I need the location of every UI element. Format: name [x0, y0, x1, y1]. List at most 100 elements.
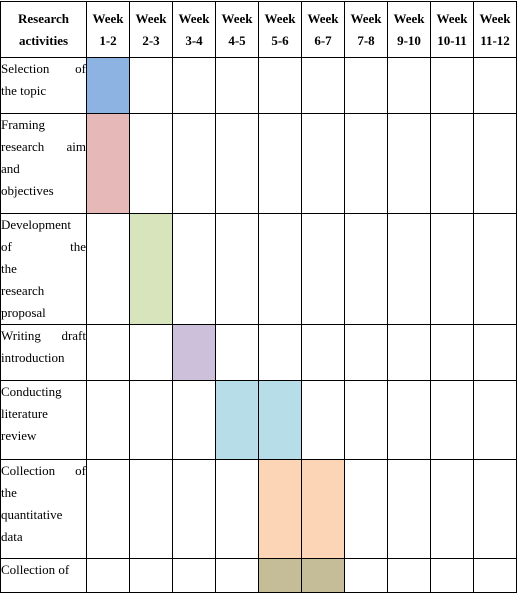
gantt-empty-cell	[430, 459, 474, 559]
activity-row: Selection of the topic	[0, 57, 517, 114]
gantt-bar-cell	[258, 459, 302, 559]
header-week-range: 6-7	[314, 33, 332, 48]
gantt-empty-cell	[129, 558, 173, 593]
header-activity-line-2: activities	[18, 33, 69, 48]
gantt-empty-cell	[86, 558, 130, 593]
activity-name-line: research aim	[1, 139, 86, 154]
activity-name-line: research	[1, 283, 45, 298]
gantt-empty-cell	[258, 57, 302, 114]
gantt-empty-cell	[172, 213, 216, 325]
gantt-empty-cell	[387, 57, 431, 114]
activity-name: Framing research aim and objectives	[1, 114, 86, 202]
activity-name-line: Framing	[1, 117, 46, 132]
gantt-empty-cell	[86, 459, 130, 559]
activity-name-line: Writing draft	[1, 328, 86, 343]
header-week-range: 1-2	[99, 33, 117, 48]
activity-row: Conducting literature review	[0, 380, 517, 460]
gantt-empty-cell	[387, 213, 431, 325]
gantt-empty-cell	[172, 113, 216, 214]
header-week-range: 2-3	[142, 33, 160, 48]
gantt-empty-cell	[387, 113, 431, 214]
header-week-label: Week	[436, 11, 468, 26]
gantt-empty-cell	[430, 213, 474, 325]
gantt-empty-cell	[301, 113, 345, 214]
gantt-empty-cell	[301, 57, 345, 114]
gantt-bar-cell	[301, 459, 345, 559]
activity-name-line: introduction	[1, 350, 65, 365]
activity-name-line: Collection of	[1, 562, 70, 577]
gantt-bar-cell	[258, 558, 302, 593]
activity-name-line: the	[1, 261, 17, 276]
activity-name-line: quantitative	[1, 507, 63, 522]
activity-name-line: and	[1, 161, 20, 176]
activity-name-line: the topic	[1, 83, 47, 98]
activity-name-cell: Collection of the quantitative data	[0, 459, 87, 559]
header-research-activities: Research activities	[0, 1, 87, 58]
activity-name-line: data	[1, 529, 23, 544]
gantt-empty-cell	[129, 57, 173, 114]
activity-name-line: proposal	[1, 305, 46, 320]
header-week-11-12: Week 11-12	[473, 1, 517, 58]
gantt-empty-cell	[215, 113, 259, 214]
gantt-empty-cell	[215, 57, 259, 114]
gantt-empty-cell	[430, 380, 474, 460]
gantt-empty-cell	[387, 459, 431, 559]
gantt-empty-cell	[344, 57, 388, 114]
gantt-empty-cell	[301, 213, 345, 325]
gantt-bar-cell	[172, 324, 216, 381]
activity-row: Collection of	[0, 558, 517, 593]
gantt-bar-cell	[215, 380, 259, 460]
activity-name-line: Selection of	[1, 61, 86, 76]
activity-row: Development of the the research proposal	[0, 213, 517, 325]
gantt-empty-cell	[430, 57, 474, 114]
gantt-empty-cell	[473, 459, 517, 559]
activity-name-line: objectives	[1, 183, 54, 198]
activity-name-cell: Framing research aim and objectives	[0, 113, 87, 214]
activity-name-line: literature	[1, 406, 48, 421]
gantt-empty-cell	[344, 213, 388, 325]
header-week-label: Week	[264, 11, 296, 26]
gantt-empty-cell	[258, 324, 302, 381]
gantt-empty-cell	[301, 380, 345, 460]
activity-name-line: the	[1, 485, 17, 500]
header-week-9-10: Week 9-10	[387, 1, 431, 58]
header-week-label: Week	[178, 11, 210, 26]
activity-name: Conducting literature review	[1, 381, 86, 447]
header-week-label: Week	[92, 11, 124, 26]
header-week-7-8: Week 7-8	[344, 1, 388, 58]
activity-name: Development of the the research proposal	[1, 214, 86, 324]
gantt-bar-cell	[86, 113, 130, 214]
gantt-bar-cell	[129, 213, 173, 325]
header-week-3-4: Week 3-4	[172, 1, 216, 58]
activity-name-cell: Writing draft introduction	[0, 324, 87, 381]
header-week-label: Week	[350, 11, 382, 26]
gantt-empty-cell	[215, 213, 259, 325]
gantt-empty-cell	[172, 57, 216, 114]
gantt-bar-cell	[258, 380, 302, 460]
activity-name-line: Collection of	[1, 463, 86, 478]
header-week-label: Week	[307, 11, 339, 26]
header-week-4-5: Week 4-5	[215, 1, 259, 58]
header-week-10-11: Week 10-11	[430, 1, 474, 58]
header-week-range: 11-12	[480, 33, 510, 48]
activity-name: Writing draft introduction	[1, 325, 86, 369]
activity-name-cell: Collection of	[0, 558, 87, 593]
gantt-empty-cell	[301, 324, 345, 381]
gantt-empty-cell	[215, 324, 259, 381]
header-week-range: 3-4	[185, 33, 203, 48]
gantt-empty-cell	[86, 380, 130, 460]
gantt-empty-cell	[387, 558, 431, 593]
header-week-range: 7-8	[357, 33, 375, 48]
header-week-range: 9-10	[397, 33, 421, 48]
gantt-empty-cell	[473, 558, 517, 593]
activity-name-line: Conducting	[1, 384, 62, 399]
gantt-empty-cell	[172, 380, 216, 460]
gantt-empty-cell	[258, 213, 302, 325]
gantt-empty-cell	[344, 324, 388, 381]
activity-name: Collection of	[1, 559, 86, 581]
gantt-empty-cell	[344, 459, 388, 559]
activity-name: Selection of the topic	[1, 58, 86, 102]
header-week-range: 10-11	[437, 33, 467, 48]
activity-row: Writing draft introduction	[0, 324, 517, 381]
